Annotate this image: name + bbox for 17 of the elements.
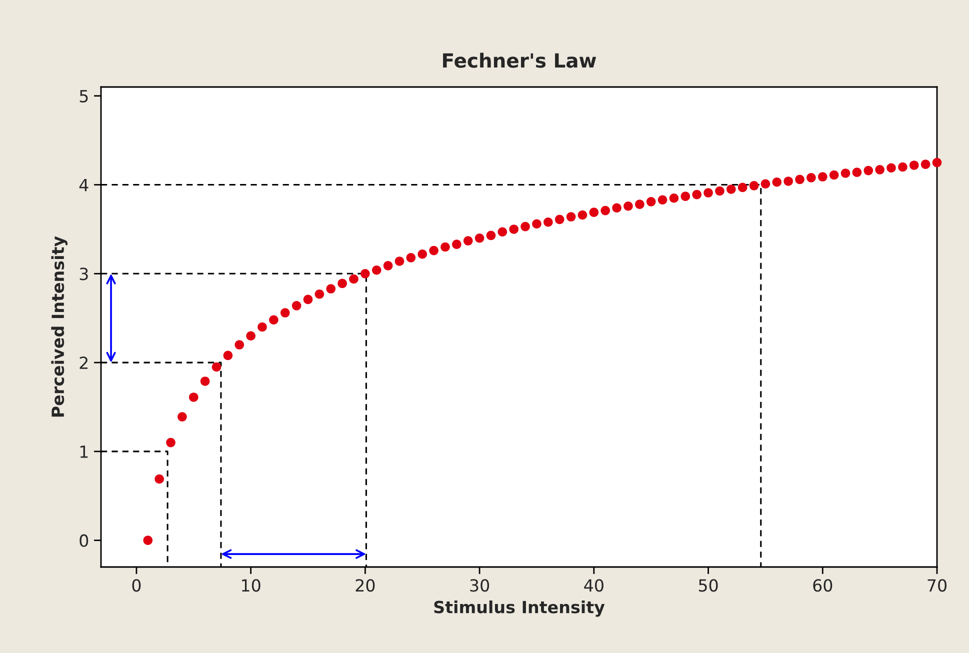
y-tick-label: 4 bbox=[79, 178, 88, 192]
x-tick-label: 30 bbox=[470, 579, 490, 592]
chart-title: Fechner's Law bbox=[443, 52, 596, 68]
x-tick-label: 70 bbox=[928, 579, 946, 592]
y-tick-label: 3 bbox=[80, 268, 88, 280]
x-tick-label: 50 bbox=[698, 579, 718, 592]
y-tick-label: 5 bbox=[80, 90, 88, 102]
x-tick-label: 10 bbox=[242, 579, 260, 592]
x-axis-title: Stimulus Intensity bbox=[434, 600, 605, 617]
y-tick-label: 0 bbox=[80, 534, 88, 547]
y-tick-label: 2 bbox=[80, 356, 88, 369]
y-tick-label: 1 bbox=[80, 446, 88, 458]
x-tick-label: 0 bbox=[132, 579, 141, 592]
x-tick-label: 20 bbox=[356, 579, 375, 592]
y-axis-title: Perceived Intensity bbox=[51, 236, 68, 417]
x-tick-label: 60 bbox=[813, 579, 832, 592]
x-tick-label: 40 bbox=[584, 579, 604, 592]
